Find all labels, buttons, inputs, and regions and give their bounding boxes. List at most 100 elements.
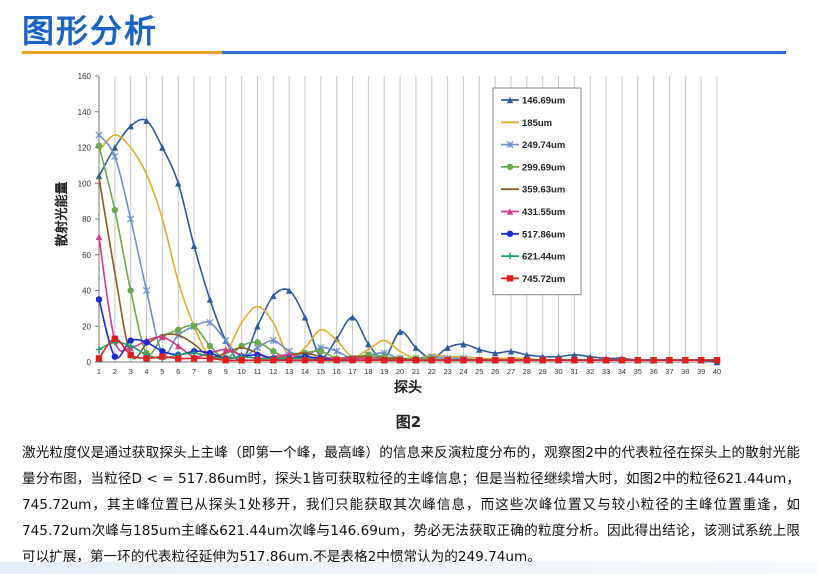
analysis-paragraph: 激光粒度仪是通过获取探头上主峰（即第一个峰，最高峰）的信息来反演粒度分布的，观察… bbox=[22, 445, 800, 565]
data-point bbox=[634, 357, 641, 364]
chart-legend: 146.69um 185um 249.74um 299.69um 359.63um 431… bbox=[492, 87, 582, 296]
series-line-146.69um bbox=[98, 118, 718, 363]
data-point bbox=[713, 357, 721, 364]
data-point bbox=[254, 323, 261, 330]
legend-item: 431.55um bbox=[501, 207, 565, 218]
data-point bbox=[491, 357, 499, 364]
data-point bbox=[476, 357, 483, 364]
data-point bbox=[127, 287, 134, 294]
legend-label: 359.63um bbox=[522, 185, 565, 196]
data-point bbox=[571, 357, 578, 364]
data-point bbox=[365, 340, 372, 348]
y-axis-label: 散射光能量 bbox=[54, 181, 70, 246]
x-tick-label: 39 bbox=[697, 367, 705, 376]
data-point bbox=[571, 351, 578, 359]
legend-item: 299.69um bbox=[501, 162, 565, 173]
data-point bbox=[143, 339, 150, 346]
data-point bbox=[270, 292, 277, 300]
x-tick-label: 38 bbox=[681, 367, 689, 376]
data-point bbox=[381, 357, 388, 364]
data-point bbox=[285, 287, 293, 294]
x-tick-label: 24 bbox=[459, 367, 467, 376]
legend-label: 249.74um bbox=[522, 140, 565, 151]
data-point bbox=[95, 346, 103, 353]
legend-swatch-marker bbox=[506, 275, 514, 282]
data-point bbox=[396, 357, 404, 364]
x-tick-label: 17 bbox=[348, 367, 356, 376]
y-tick-label: 100 bbox=[78, 179, 92, 188]
data-point bbox=[270, 348, 277, 355]
data-point bbox=[523, 357, 531, 364]
x-tick-label: 36 bbox=[649, 367, 657, 376]
data-point bbox=[222, 346, 229, 353]
data-point bbox=[539, 357, 546, 364]
data-point bbox=[190, 355, 198, 362]
data-point bbox=[349, 357, 356, 364]
legend-item: 146.69um bbox=[501, 96, 565, 107]
data-point bbox=[190, 349, 198, 357]
series-line-359.63um bbox=[98, 177, 717, 362]
y-tick-label: 0 bbox=[87, 358, 92, 367]
data-point bbox=[396, 328, 404, 335]
x-tick-label: 31 bbox=[570, 367, 578, 376]
data-point bbox=[349, 314, 356, 321]
data-point bbox=[491, 349, 499, 357]
data-point bbox=[285, 357, 293, 364]
data-point bbox=[650, 357, 657, 364]
data-point bbox=[254, 351, 261, 359]
series-299.69um bbox=[95, 142, 721, 364]
x-tick-label: 34 bbox=[618, 367, 626, 376]
data-point bbox=[206, 319, 214, 327]
legend-label: 431.55um bbox=[522, 207, 565, 218]
x-tick-label: 15 bbox=[317, 367, 325, 376]
legend-label: 185um bbox=[522, 118, 552, 129]
y-tick-label: 20 bbox=[82, 322, 91, 331]
data-point bbox=[111, 144, 119, 151]
x-tick-label: 16 bbox=[333, 367, 341, 376]
data-point bbox=[460, 357, 467, 364]
data-point bbox=[95, 131, 103, 139]
x-axis-label: 探头 bbox=[394, 379, 422, 396]
footer-band bbox=[0, 562, 817, 574]
series-249.74um bbox=[95, 131, 721, 364]
data-point bbox=[175, 355, 182, 362]
x-tick-label: 30 bbox=[554, 367, 562, 376]
legend-item: 745.72um bbox=[501, 274, 565, 285]
data-point bbox=[127, 122, 134, 130]
data-point bbox=[111, 206, 119, 214]
x-tick-label: 22 bbox=[428, 367, 436, 376]
data-point bbox=[143, 117, 150, 124]
data-point bbox=[460, 340, 467, 348]
chart-gridlines bbox=[98, 76, 718, 362]
x-tick-label: 27 bbox=[507, 367, 515, 376]
data-point bbox=[317, 357, 325, 364]
title-divider-accent bbox=[22, 51, 222, 54]
x-tick-label: 7 bbox=[192, 367, 196, 376]
data-point bbox=[253, 344, 262, 352]
legend-item: 185um bbox=[501, 118, 552, 129]
data-point bbox=[127, 351, 134, 359]
data-point bbox=[507, 348, 515, 355]
legend-label: 517.86um bbox=[522, 229, 565, 240]
data-point bbox=[270, 357, 277, 364]
x-tick-label: 25 bbox=[475, 367, 483, 376]
data-point bbox=[412, 357, 420, 364]
data-point bbox=[111, 353, 119, 360]
data-point bbox=[697, 357, 705, 364]
data-point bbox=[476, 346, 483, 353]
legend-swatch-marker bbox=[506, 252, 514, 260]
data-point bbox=[333, 335, 340, 342]
y-tick-label: 60 bbox=[82, 251, 91, 260]
legend-label: 745.72um bbox=[522, 274, 565, 285]
legend-item: 517.86um bbox=[501, 229, 565, 240]
data-point bbox=[333, 347, 341, 355]
x-tick-label: 6 bbox=[176, 367, 180, 376]
data-point bbox=[365, 357, 372, 364]
data-point bbox=[666, 357, 673, 364]
data-point bbox=[127, 337, 134, 344]
data-point bbox=[111, 335, 119, 342]
data-point bbox=[190, 242, 198, 250]
x-tick-label: 4 bbox=[144, 367, 148, 376]
